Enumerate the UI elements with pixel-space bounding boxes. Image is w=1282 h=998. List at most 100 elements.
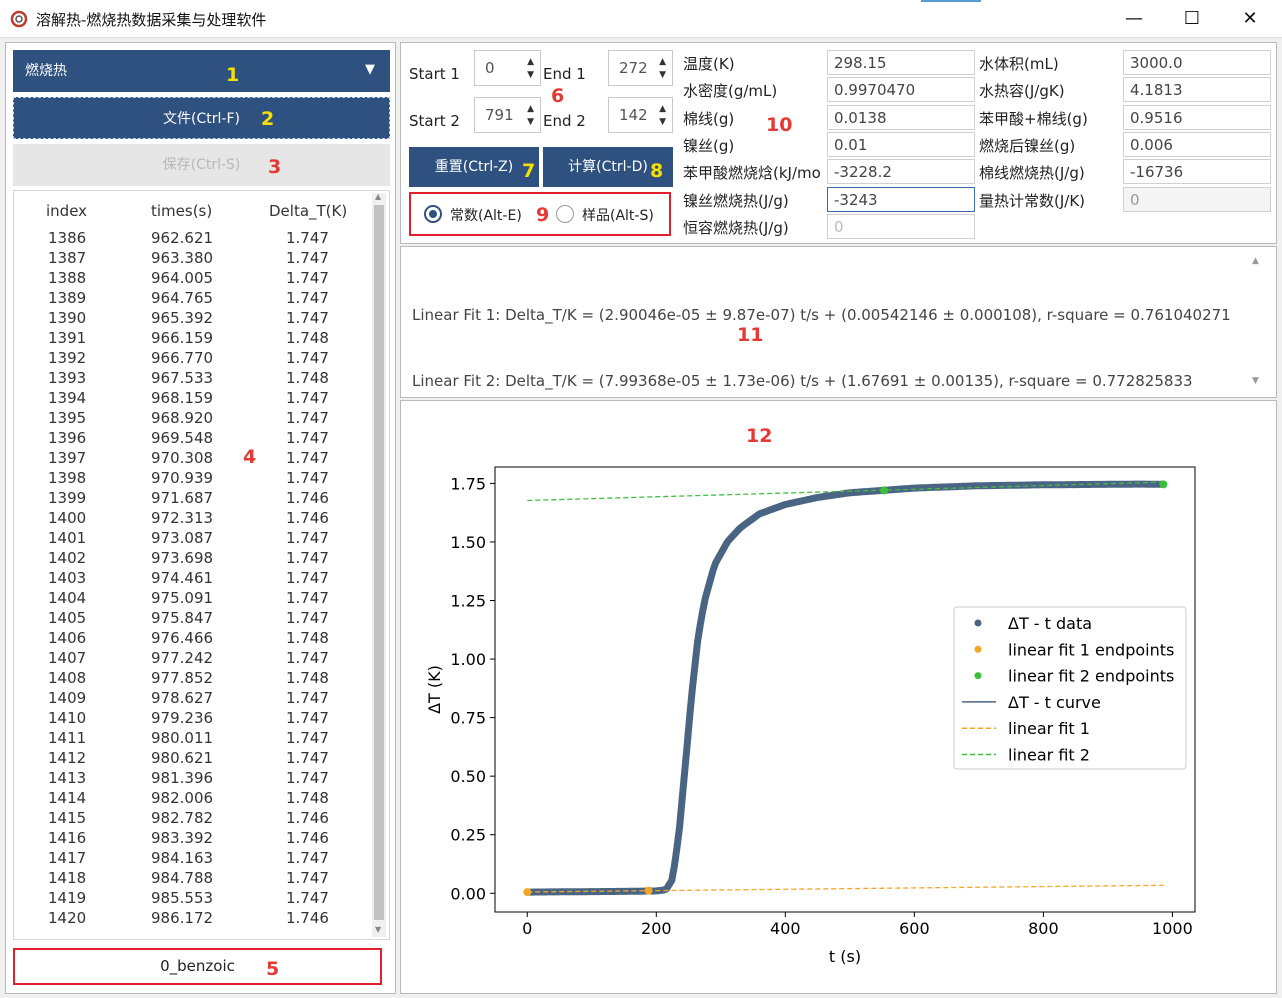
spin-up-icon[interactable]: ▲ [659, 104, 666, 114]
table-row[interactable]: 1403 974.461 1.747 [13, 569, 373, 589]
spin-down-icon[interactable]: ▼ [527, 117, 534, 127]
time-cell: 980.011 [151, 729, 214, 747]
radio-constant-label[interactable]: 常数(Alt-E) [450, 208, 522, 224]
data-point [737, 524, 744, 531]
delta-t-cell: 1.747 [286, 849, 329, 867]
x-tick-label: 200 [641, 919, 672, 938]
param-label: 恒容燃烧热(J/g) [683, 218, 789, 237]
param-input[interactable]: 0 [827, 213, 975, 239]
param-input[interactable]: -3228.2 [827, 159, 975, 185]
spin-down-icon[interactable]: ▼ [659, 70, 666, 80]
mode-dropdown[interactable]: 燃烧热 [13, 50, 390, 92]
radio-constant[interactable] [424, 205, 442, 223]
table-row[interactable]: 1400 972.313 1.746 [13, 509, 373, 529]
spin-down-icon[interactable]: ▼ [659, 117, 666, 127]
param-input[interactable]: 0.9516 [1123, 104, 1271, 130]
param-input[interactable]: 0 [1123, 186, 1271, 212]
annotation-8: 8 [650, 160, 664, 182]
radio-sample[interactable] [556, 205, 574, 223]
param-input[interactable]: -3243 [827, 186, 975, 212]
index-cell: 1387 [48, 249, 87, 267]
table-row[interactable]: 1404 975.091 1.747 [13, 589, 373, 609]
table-row[interactable]: 1407 977.242 1.747 [13, 649, 373, 669]
param-input[interactable]: 298.15 [827, 50, 975, 75]
data-point [688, 691, 695, 698]
index-cell: 1403 [48, 569, 87, 587]
table-row[interactable]: 1394 968.159 1.747 [13, 389, 373, 409]
table-row[interactable]: 1393 967.533 1.748 [13, 369, 373, 389]
table-row[interactable]: 1401 973.087 1.747 [13, 529, 373, 549]
fit-line-1: Linear Fit 1: Delta_T/K = (2.90046e-05 ±… [412, 306, 1231, 324]
end2-spinbox[interactable]: 142 ▲ ▼ [608, 97, 673, 133]
spin-up-icon[interactable]: ▲ [527, 104, 534, 114]
start1-spinbox[interactable]: 0 ▲ ▼ [474, 50, 541, 86]
table-row[interactable]: 1413 981.396 1.747 [13, 769, 373, 789]
table-row[interactable]: 1397 970.308 1.747 [13, 449, 373, 469]
close-button[interactable]: ✕ [1242, 8, 1258, 29]
spin-down-icon[interactable]: ▼ [527, 70, 534, 80]
scroll-up-icon[interactable]: ▲ [375, 192, 382, 201]
radio-sample-label[interactable]: 样品(Alt-S) [582, 208, 654, 224]
table-row[interactable]: 1392 966.770 1.747 [13, 349, 373, 369]
chevron-down-icon[interactable]: ▼ [365, 62, 375, 77]
scroll-down-icon[interactable]: ▼ [1252, 376, 1259, 386]
param-input[interactable]: 0.9970470 [827, 77, 975, 103]
param-input[interactable]: -16736 [1123, 159, 1271, 185]
delta-t-chart: 0 200 400 600 800 1000 0.00 0.25 0.50 0.75 1.00 1.2… [425, 466, 1196, 966]
table-row[interactable]: 1411 980.011 1.747 [13, 729, 373, 749]
scrollbar-thumb[interactable] [374, 205, 384, 920]
save-button[interactable]: 保存(Ctrl-S) [13, 144, 390, 186]
legend-label: linear fit 1 endpoints [1008, 640, 1174, 659]
table-row[interactable]: 1398 970.939 1.747 [13, 469, 373, 489]
table-row[interactable]: 1416 983.392 1.746 [13, 829, 373, 849]
table-row[interactable]: 1399 971.687 1.746 [13, 489, 373, 509]
spin-up-icon[interactable]: ▲ [659, 57, 666, 67]
table-row[interactable]: 1387 963.380 1.747 [13, 249, 373, 269]
sample-name-field[interactable]: 0_benzoic [13, 948, 382, 985]
table-row[interactable]: 1390 965.392 1.747 [13, 309, 373, 329]
table-row[interactable]: 1412 980.621 1.747 [13, 749, 373, 769]
param-label: 燃烧后镍丝(g) [979, 136, 1076, 155]
table-row[interactable]: 1414 982.006 1.748 [13, 789, 373, 809]
table-row[interactable]: 1410 979.236 1.747 [13, 709, 373, 729]
table-row[interactable]: 1408 977.852 1.748 [13, 669, 373, 689]
param-input[interactable]: 3000.0 [1123, 50, 1271, 75]
end1-spinbox[interactable]: 272 ▲ ▼ [608, 50, 673, 86]
table-row[interactable]: 1389 964.765 1.747 [13, 289, 373, 309]
reset-button[interactable]: 重置(Ctrl-Z) [409, 147, 539, 187]
param-input[interactable]: 0.01 [827, 131, 975, 157]
param-input[interactable]: 0.006 [1123, 131, 1271, 157]
file-button[interactable]: 文件(Ctrl-F) [13, 97, 390, 139]
table-row[interactable]: 1406 976.466 1.748 [13, 629, 373, 649]
table-row[interactable]: 1395 968.920 1.747 [13, 409, 373, 429]
table-row[interactable]: 1402 973.698 1.747 [13, 549, 373, 569]
time-cell: 973.698 [151, 549, 214, 567]
table-row[interactable]: 1386 962.621 1.747 [13, 229, 373, 249]
table-row[interactable]: 1418 984.788 1.747 [13, 869, 373, 889]
table-row[interactable]: 1420 986.172 1.746 [13, 909, 373, 929]
table-row[interactable]: 1405 975.847 1.747 [13, 609, 373, 629]
param-input[interactable]: 0.0138 [827, 104, 975, 130]
time-cell: 983.392 [151, 829, 214, 847]
param-input[interactable]: 4.1813 [1123, 77, 1271, 103]
table-row[interactable]: 1388 964.005 1.747 [13, 269, 373, 289]
annotation-4: 4 [243, 446, 257, 468]
table-row[interactable]: 1396 969.548 1.747 [13, 429, 373, 449]
scroll-down-icon[interactable]: ▼ [375, 925, 382, 934]
start2-spinbox[interactable]: 791 ▲ ▼ [474, 97, 541, 133]
y-tick-label: 0.75 [450, 709, 486, 728]
maximize-button[interactable]: ☐ [1183, 8, 1201, 29]
delta-t-cell: 1.747 [286, 389, 329, 407]
index-cell: 1413 [48, 769, 87, 787]
param-label: 水密度(g/mL) [683, 82, 778, 101]
table-header-delta-t: Delta_T(K) [269, 202, 348, 220]
table-row[interactable]: 1391 966.159 1.748 [13, 329, 373, 349]
calculate-button[interactable]: 计算(Ctrl-D) [543, 147, 673, 187]
minimize-button[interactable]: — [1125, 8, 1143, 29]
table-row[interactable]: 1419 985.553 1.747 [13, 889, 373, 909]
table-row[interactable]: 1417 984.163 1.747 [13, 849, 373, 869]
scroll-up-icon[interactable]: ▲ [1252, 256, 1259, 266]
table-row[interactable]: 1409 978.627 1.747 [13, 689, 373, 709]
table-row[interactable]: 1415 982.782 1.746 [13, 809, 373, 829]
spin-up-icon[interactable]: ▲ [527, 57, 534, 67]
